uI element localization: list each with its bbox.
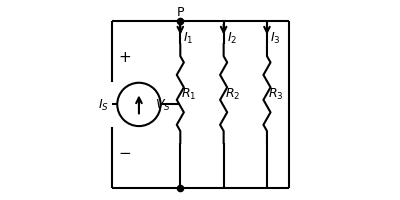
Text: $I_S$: $I_S$ [98,97,108,112]
Text: $R_3$: $R_3$ [268,87,284,102]
Text: $I_1$: $I_1$ [183,31,194,46]
Text: $I_3$: $I_3$ [270,31,280,46]
Text: $I_2$: $I_2$ [227,31,237,46]
Text: −: − [119,145,132,160]
Text: P: P [176,6,184,19]
Text: $R_2$: $R_2$ [225,87,240,102]
Text: $R_1$: $R_1$ [182,87,197,102]
Text: $V_S$: $V_S$ [155,97,170,112]
Text: +: + [119,49,132,64]
